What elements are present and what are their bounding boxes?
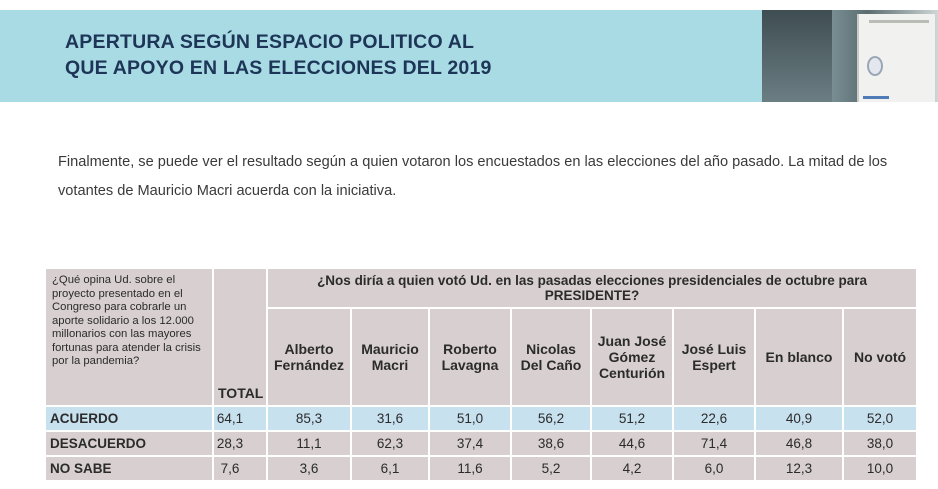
- cell-value: 10,0: [844, 457, 917, 480]
- candidate-name-line: Del Caño: [520, 357, 582, 373]
- cell-value: 56,2: [512, 407, 590, 430]
- candidate-name-line: Espert: [692, 357, 736, 373]
- cell-value: 5,2: [512, 457, 590, 480]
- candidate-name-line: Nicolas: [526, 341, 576, 357]
- candidate-name-line: Centurión: [598, 365, 666, 381]
- candidate-header: No votó: [844, 309, 917, 405]
- cell-value: 11,6: [430, 457, 510, 480]
- table-body: ACUERDO 64,1 85,3 31,6 51,0 56,2 51,2 22,6 40,9 5…: [46, 407, 917, 480]
- candidate-name-line: Mauricio: [361, 341, 419, 357]
- table-row: NO SABE 7,6 3,6 6,1 11,6 5,2 4,2 6,0 12,3 10,0: [46, 457, 917, 480]
- candidate-name-line: Lavagna: [441, 357, 499, 373]
- cell-value: 85,3: [268, 407, 350, 430]
- cell-value: 12,3: [756, 457, 842, 480]
- candidate-header: En blanco: [756, 309, 842, 405]
- row-label: NO SABE: [46, 457, 212, 480]
- candidate-header: José Luis Espert: [674, 309, 754, 405]
- cell-value: 6,1: [352, 457, 428, 480]
- total-value: 7,6: [214, 457, 266, 480]
- cell-value: 62,3: [352, 432, 428, 455]
- cell-value: 51,2: [592, 407, 672, 430]
- candidate-name-line: Gómez: [608, 349, 656, 365]
- candidate-name-line: En blanco: [765, 349, 833, 365]
- candidate-name-line: No votó: [853, 349, 907, 365]
- table-row: ACUERDO 64,1 85,3 31,6 51,0 56,2 51,2 22,6 40,9 5…: [46, 407, 917, 430]
- row-label: DESACUERDO: [46, 432, 212, 455]
- total-header: TOTAL: [214, 269, 266, 405]
- cell-value: 40,9: [756, 407, 842, 430]
- total-value: 28,3: [214, 432, 266, 455]
- candidate-header: Roberto Lavagna: [430, 309, 510, 405]
- header-banner: APERTURA SEGÚN ESPACIO POLITICO AL QUE A…: [0, 10, 938, 102]
- cell-value: 51,0: [430, 407, 510, 430]
- candidate-name-line: Alberto: [284, 341, 334, 357]
- cell-value: 38,0: [844, 432, 917, 455]
- title-line-1: APERTURA SEGÚN ESPACIO POLITICO AL: [65, 31, 475, 53]
- table-row: DESACUERDO 28,3 11,1 62,3 37,4 38,6 44,6 71,4 46…: [46, 432, 917, 455]
- candidate-header: Mauricio Macri: [352, 309, 428, 405]
- cell-value: 37,4: [430, 432, 510, 455]
- cell-value: 4,2: [592, 457, 672, 480]
- candidate-name-line: Macri: [371, 357, 409, 373]
- cell-value: 6,0: [674, 457, 754, 480]
- group-header: ¿Nos diría a quien votó Ud. en las pasad…: [268, 269, 917, 307]
- candidate-header: Alberto Fernández: [268, 309, 350, 405]
- intro-paragraph: Finalmente, se puede ver el resultado se…: [58, 154, 888, 199]
- cell-value: 71,4: [674, 432, 754, 455]
- candidate-name-line: Fernández: [273, 357, 344, 373]
- cell-value: 11,1: [268, 432, 350, 455]
- cell-value: 46,8: [756, 432, 842, 455]
- candidate-name-line: Juan José: [597, 333, 667, 349]
- ballot-box-photo-icon: [762, 10, 938, 102]
- total-value: 64,1: [214, 407, 266, 430]
- cell-value: 31,6: [352, 407, 428, 430]
- candidate-name-line: Roberto: [443, 341, 497, 357]
- candidate-name-line: José Luis: [681, 341, 747, 357]
- cell-value: 52,0: [844, 407, 917, 430]
- cell-value: 38,6: [512, 432, 590, 455]
- results-table: ¿Qué opina Ud. sobre el proyecto present…: [44, 267, 918, 482]
- page-title: APERTURA SEGÚN ESPACIO POLITICO AL QUE A…: [65, 29, 765, 81]
- candidate-header: Juan José Gómez Centurión: [592, 309, 672, 405]
- survey-question: ¿Qué opina Ud. sobre el proyecto present…: [46, 269, 212, 405]
- candidate-header: Nicolas Del Caño: [512, 309, 590, 405]
- candidate-header-row: Alberto Fernández Mauricio Macri Roberto Lava…: [46, 309, 917, 405]
- title-line-2: QUE APOYO EN LAS ELECCIONES DEL 2019: [65, 57, 492, 79]
- cell-value: 3,6: [268, 457, 350, 480]
- cell-value: 44,6: [592, 432, 672, 455]
- row-label: ACUERDO: [46, 407, 212, 430]
- cell-value: 22,6: [674, 407, 754, 430]
